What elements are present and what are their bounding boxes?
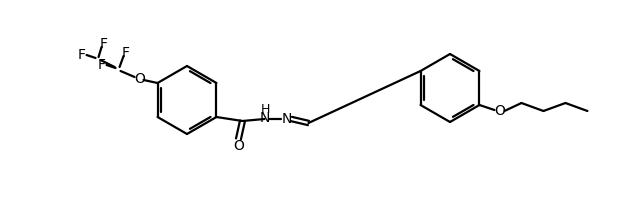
Text: O: O: [134, 72, 145, 86]
Text: F: F: [122, 46, 130, 60]
Text: F: F: [100, 37, 107, 51]
Text: F: F: [97, 58, 105, 72]
Text: O: O: [494, 104, 505, 118]
Text: F: F: [77, 48, 85, 62]
Text: H: H: [261, 103, 270, 116]
Text: N: N: [259, 111, 270, 125]
Text: O: O: [233, 139, 244, 153]
Text: N: N: [281, 112, 291, 126]
